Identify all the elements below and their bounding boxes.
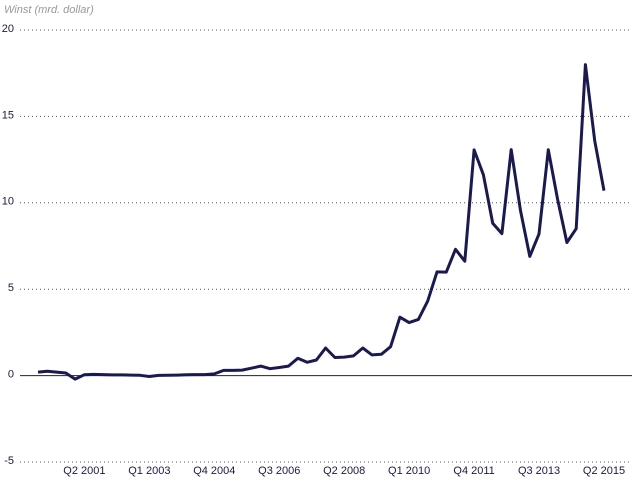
y-axis-label: Winst (mrd. dollar) bbox=[4, 4, 94, 16]
x-tick-label: Q3 2013 bbox=[518, 465, 560, 477]
x-tick-label: Q2 2008 bbox=[323, 465, 365, 477]
data-line bbox=[37, 63, 606, 381]
y-tick-label: 5 bbox=[8, 282, 14, 294]
y-tick-label: 10 bbox=[2, 196, 14, 208]
x-tick-label: Q1 2010 bbox=[388, 465, 430, 477]
x-tick-label: Q1 2003 bbox=[128, 465, 170, 477]
x-tick-label: Q4 2004 bbox=[193, 465, 235, 477]
x-tick-label: Q3 2006 bbox=[258, 465, 300, 477]
x-tick-label: Q2 2001 bbox=[63, 465, 105, 477]
y-tick-label: -5 bbox=[4, 455, 14, 467]
x-tick-label: Q4 2011 bbox=[453, 465, 494, 477]
y-tick-label: 15 bbox=[2, 109, 14, 121]
y-tick-label: 0 bbox=[8, 369, 14, 381]
y-tick-label: 20 bbox=[2, 23, 14, 35]
x-tick-label: Q2 2015 bbox=[583, 465, 625, 477]
